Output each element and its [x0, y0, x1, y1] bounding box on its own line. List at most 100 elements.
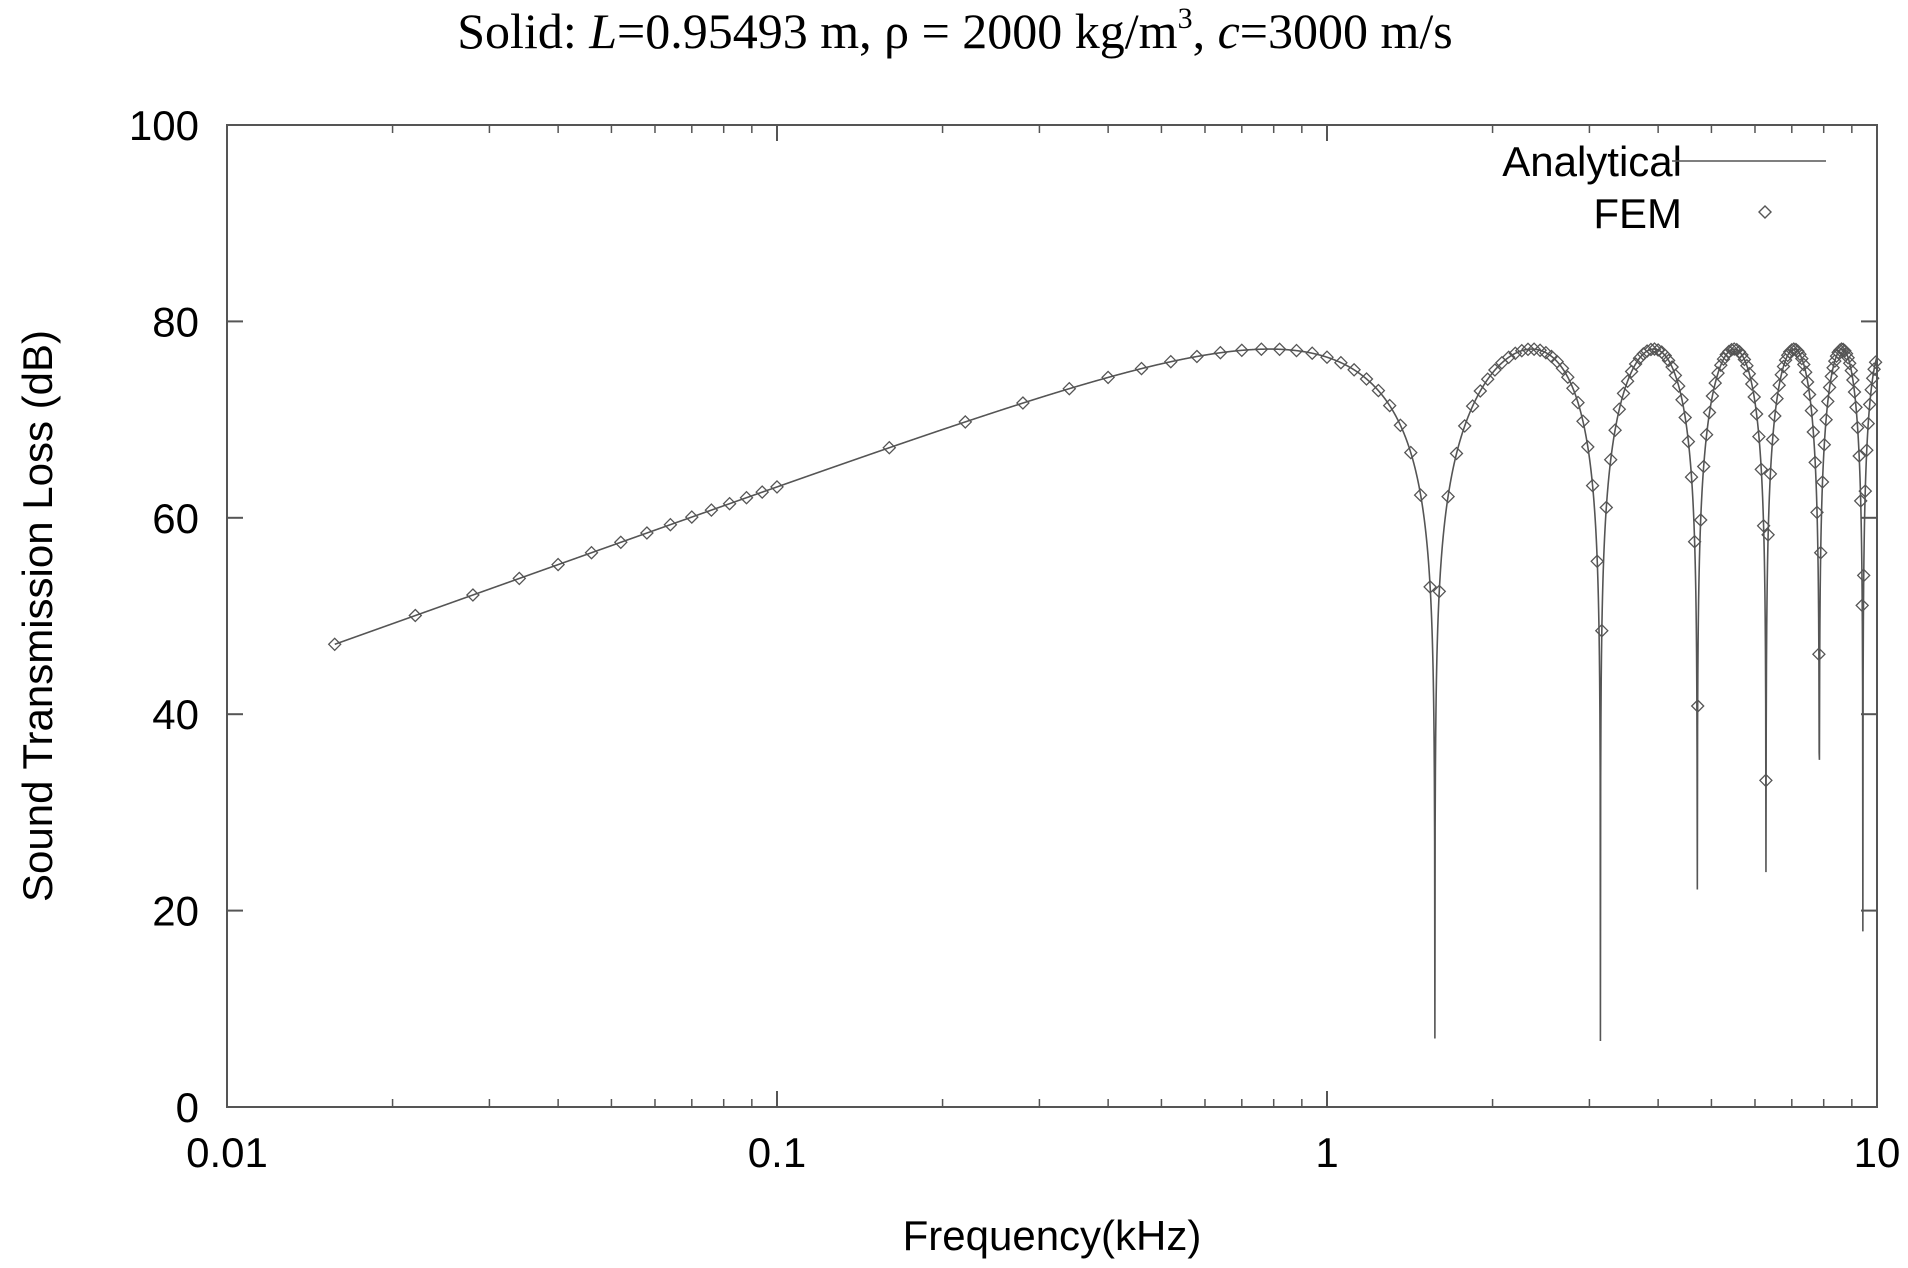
fem-point	[1811, 647, 1826, 662]
fem-point	[1234, 343, 1249, 358]
fem-point	[1449, 446, 1464, 461]
fem-point	[1756, 518, 1771, 533]
fem-point	[1480, 372, 1495, 387]
fem-point	[1538, 345, 1553, 360]
fem-point	[1254, 342, 1269, 357]
fem-point	[1651, 343, 1666, 357]
fem-point	[1671, 379, 1686, 394]
fem-point	[1754, 462, 1769, 477]
fem-point	[1690, 699, 1705, 713]
fem-point	[613, 535, 628, 550]
fem-point	[1761, 527, 1776, 542]
fem-point	[1786, 342, 1801, 357]
fem-point	[1594, 623, 1609, 638]
fem-point	[1758, 773, 1773, 788]
fem-point	[1867, 362, 1882, 377]
fem-point	[1794, 351, 1809, 366]
fem-point	[1620, 374, 1635, 389]
fem-point	[1555, 361, 1570, 376]
fem-point	[1632, 351, 1647, 366]
fem-point	[1772, 378, 1787, 393]
fem-point	[1465, 399, 1480, 414]
fem-point	[465, 588, 480, 602]
fem-point	[1855, 598, 1870, 613]
title-superscript: 3	[1178, 2, 1193, 35]
x-tick-label: 10	[1854, 1129, 1901, 1176]
fem-point	[739, 490, 754, 505]
fem-point	[1844, 363, 1859, 378]
fem-point	[1628, 357, 1643, 371]
fem-point	[1693, 513, 1708, 527]
fem-point	[1810, 505, 1824, 520]
fem-point	[1856, 568, 1871, 583]
fem-point	[1820, 394, 1835, 409]
fem-point	[1684, 470, 1699, 485]
fem-point	[1837, 343, 1852, 358]
fem-point	[1804, 403, 1819, 418]
title-mid: ,	[1193, 3, 1218, 59]
fem-point	[1603, 452, 1618, 467]
fem-point	[1817, 437, 1832, 452]
title-l-symbol: L	[588, 3, 617, 59]
fem-point	[1393, 418, 1408, 433]
fem-point	[1668, 368, 1683, 383]
fem-point	[1382, 398, 1397, 413]
x-axis-label: Frequency(kHz)	[903, 1212, 1202, 1259]
fem-point	[1163, 354, 1178, 369]
fem-point	[1747, 390, 1762, 404]
fem-point	[1852, 449, 1867, 463]
fem-point	[1213, 345, 1228, 360]
y-tick-label: 0	[176, 1084, 199, 1131]
fem-point	[1347, 362, 1362, 377]
fem-point	[1640, 344, 1655, 359]
fem-point	[1711, 366, 1725, 381]
fem-point	[1702, 405, 1717, 420]
fem-point	[1696, 459, 1711, 474]
fem-point	[1800, 375, 1815, 389]
fem-point	[1062, 381, 1077, 396]
fem-point	[684, 510, 699, 525]
fem-point	[1661, 353, 1676, 368]
x-axis-tick-labels: 0.01 0.1 1 10	[186, 1129, 1900, 1176]
fem-point	[1612, 402, 1627, 417]
fem-point	[1514, 343, 1529, 358]
fem-point	[1576, 414, 1590, 429]
x-tick-label: 0.01	[186, 1129, 268, 1176]
fem-point	[1403, 445, 1418, 460]
fem-point	[1289, 343, 1304, 358]
legend-label-analytical: Analytical	[1502, 138, 1682, 185]
fem-point	[1792, 347, 1807, 362]
fem-point	[1853, 493, 1868, 508]
fem-point	[1824, 369, 1839, 384]
y-tick-label: 20	[152, 888, 199, 935]
fem-point	[1841, 350, 1856, 365]
fem-point	[1850, 420, 1865, 435]
fem-point	[1487, 363, 1502, 377]
fem-point	[1675, 392, 1689, 407]
legend-label-fem: FEM	[1593, 190, 1682, 237]
fem-point	[584, 545, 599, 560]
fem-point	[327, 637, 342, 652]
fem-point	[1432, 584, 1447, 599]
fem-point	[1590, 554, 1605, 569]
fem-point	[1774, 367, 1789, 382]
title-prefix: Solid:	[457, 3, 589, 59]
fem-point	[663, 517, 678, 532]
fem-point	[1616, 386, 1631, 401]
fem-point	[1560, 370, 1575, 385]
fem-point	[1501, 350, 1516, 365]
series-fem-markers	[327, 342, 1883, 788]
fem-point	[1413, 488, 1428, 503]
fem-point	[1796, 357, 1811, 372]
y-axis-ticks	[227, 124, 1877, 1108]
fem-point	[755, 485, 770, 500]
y-tick-label: 80	[152, 298, 199, 345]
fem-point	[1608, 423, 1623, 438]
fem-point	[1015, 396, 1030, 410]
fem-point	[639, 526, 654, 540]
fem-point	[1705, 389, 1720, 403]
fem-point	[1708, 376, 1723, 391]
fem-point	[1716, 352, 1731, 367]
fem-point	[1845, 373, 1860, 387]
